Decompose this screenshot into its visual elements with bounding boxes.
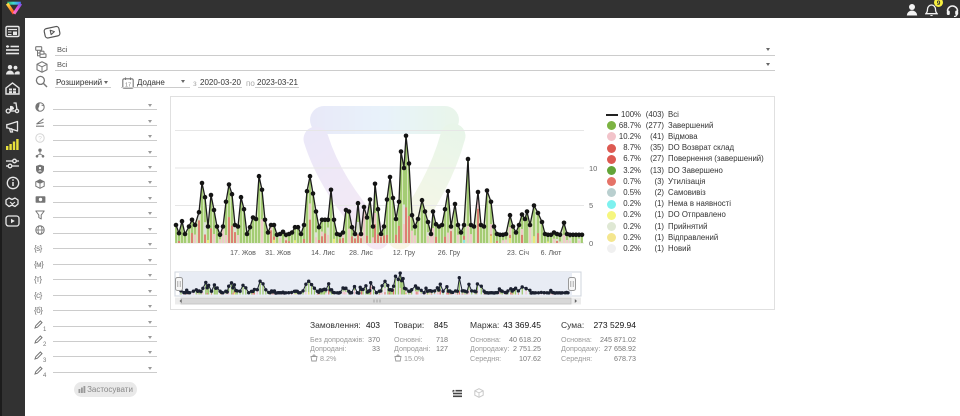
- svg-text:17: 17: [125, 82, 131, 88]
- svg-text:?: ?: [38, 135, 42, 142]
